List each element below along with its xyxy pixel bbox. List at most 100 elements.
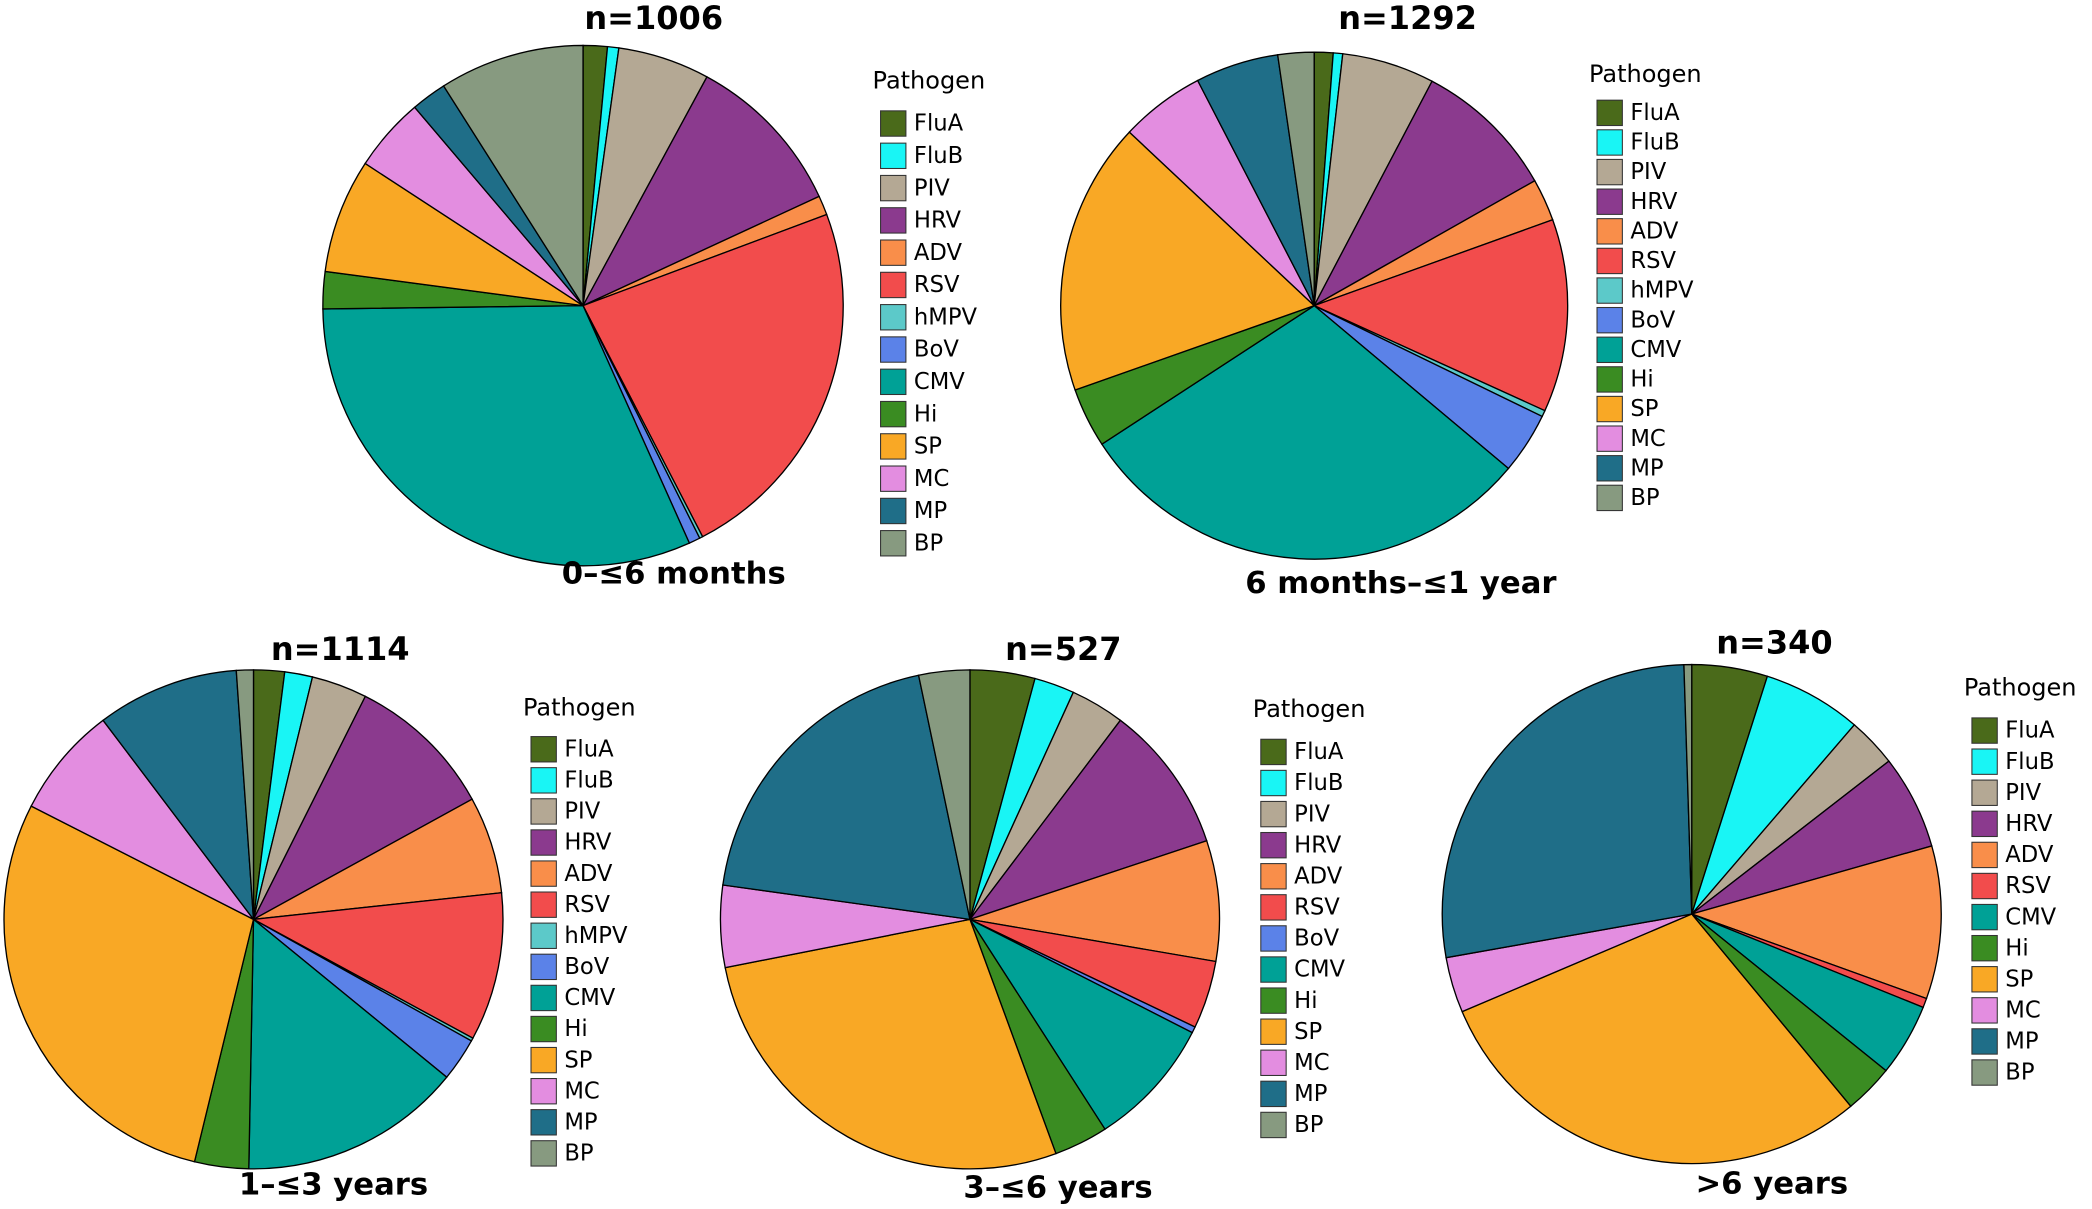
legend-title: Pathogen: [523, 694, 636, 722]
legend-swatch: [530, 767, 557, 794]
legend-label: Hi: [564, 1016, 587, 1042]
legend-swatch: [880, 207, 907, 234]
legend-label: BoV: [914, 337, 959, 363]
legend-label: FluB: [1294, 770, 1343, 796]
legend-swatch: [1596, 277, 1623, 304]
legend-label: Hi: [2005, 935, 2028, 961]
pie-slice: [968, 719, 1208, 921]
legend-swatch: [880, 530, 907, 557]
legend-swatch: [1971, 717, 1998, 744]
legend-swatch: [880, 271, 907, 299]
pie-slice: [248, 917, 448, 1170]
legend-swatch: [1971, 966, 1998, 993]
chart-title: n=340: [1716, 624, 1832, 662]
legend-swatch: [880, 336, 907, 363]
legend-swatch: [530, 1046, 557, 1074]
chart-subtitle: 6 months–≤1 year: [1245, 566, 1557, 601]
legend-swatch: [1596, 336, 1623, 364]
legend-label: hMPV: [1630, 278, 1694, 304]
legend-label: SP: [2005, 966, 2033, 992]
pie-slice: [1100, 304, 1510, 560]
legend-swatch: [530, 1015, 557, 1043]
chart-subtitle: 3–≤6 years: [963, 1170, 1152, 1205]
legend-swatch: [1596, 129, 1623, 156]
legend-label: FluB: [564, 768, 613, 794]
chart-title: n=1006: [584, 0, 723, 37]
legend-swatch: [1971, 1059, 1998, 1086]
legend-swatch: [1260, 987, 1287, 1014]
pie-slice: [1441, 663, 1693, 959]
legend-label: ADV: [914, 240, 963, 266]
legend-swatch: [1971, 810, 1998, 838]
pie-slice: [3, 805, 255, 1163]
pie-slice: [324, 162, 584, 307]
legend-swatch: [1260, 1111, 1287, 1139]
legend-swatch: [880, 368, 907, 396]
legend-swatch: [880, 497, 907, 525]
legend-label: PIV: [2005, 780, 2041, 806]
legend-swatch: [1971, 779, 1998, 806]
legend-label: RSV: [1630, 248, 1676, 274]
legend-label: PIV: [564, 799, 600, 825]
legend-swatch: [1971, 997, 1998, 1024]
legend-label: HRV: [1294, 832, 1342, 858]
legend-swatch: [1971, 1028, 1998, 1055]
pie-slice: [251, 892, 504, 1040]
legend-label: MP: [1630, 455, 1663, 481]
legend-label: SP: [1630, 396, 1658, 422]
legend-swatch: [880, 110, 907, 137]
legend-label: BoV: [564, 954, 609, 980]
legend-label: MC: [564, 1078, 599, 1104]
legend-swatch: [880, 174, 907, 202]
legend-swatch: [1596, 188, 1623, 215]
legend-swatch: [1596, 395, 1623, 423]
legend-label: FluA: [2005, 718, 2055, 744]
legend-swatch: [1260, 1080, 1287, 1108]
pie-slice: [722, 674, 971, 921]
legend-label: ADV: [2005, 842, 2054, 868]
pie-slice: [1312, 80, 1536, 308]
legend-swatch: [880, 400, 907, 428]
legend-label: CMV: [564, 985, 615, 1011]
legend-swatch: [530, 798, 557, 825]
pie-slice: [1683, 663, 1693, 915]
legend-label: FluA: [564, 736, 614, 762]
legend-swatch: [530, 1140, 557, 1167]
chart-subtitle: 1–≤3 years: [239, 1168, 428, 1203]
legend-swatch: [1596, 158, 1623, 186]
legend-swatch: [530, 736, 557, 763]
legend-label: BP: [1294, 1112, 1323, 1138]
pie-slice: [251, 695, 474, 921]
legend-label: Hi: [1294, 988, 1317, 1014]
legend-swatch: [880, 142, 907, 170]
legend-swatch: [1260, 831, 1287, 859]
legend-swatch: [880, 433, 907, 460]
chart-title: n=1114: [271, 630, 410, 668]
legend-label: FluB: [914, 143, 963, 169]
legend-swatch: [1260, 769, 1287, 797]
legend-label: PIV: [1294, 801, 1330, 827]
legend-swatch: [880, 304, 907, 331]
legend-label: SP: [914, 434, 942, 460]
legend-label: SP: [1294, 1019, 1322, 1045]
legend-label: BP: [1630, 485, 1659, 511]
legend-swatch: [530, 984, 557, 1012]
legend-label: hMPV: [564, 923, 628, 949]
legend-swatch: [1260, 956, 1287, 983]
legend-swatch: [1260, 1018, 1287, 1045]
legend-swatch: [530, 1078, 557, 1105]
pie-slice: [1312, 218, 1569, 412]
pie-slice: [1689, 845, 1942, 1000]
legend-label: MP: [2005, 1029, 2038, 1055]
legend-label: RSV: [564, 892, 610, 918]
pie-slice: [968, 917, 1194, 1131]
pie-slice: [30, 719, 255, 920]
legend-label: MC: [1294, 1050, 1329, 1076]
legend-label: CMV: [2005, 904, 2056, 930]
legend-label: MC: [2005, 998, 2040, 1024]
legend-label: ADV: [564, 861, 613, 887]
legend-swatch: [530, 860, 557, 887]
legend-title: Pathogen: [1589, 60, 1702, 88]
legend-label: MP: [564, 1109, 597, 1135]
